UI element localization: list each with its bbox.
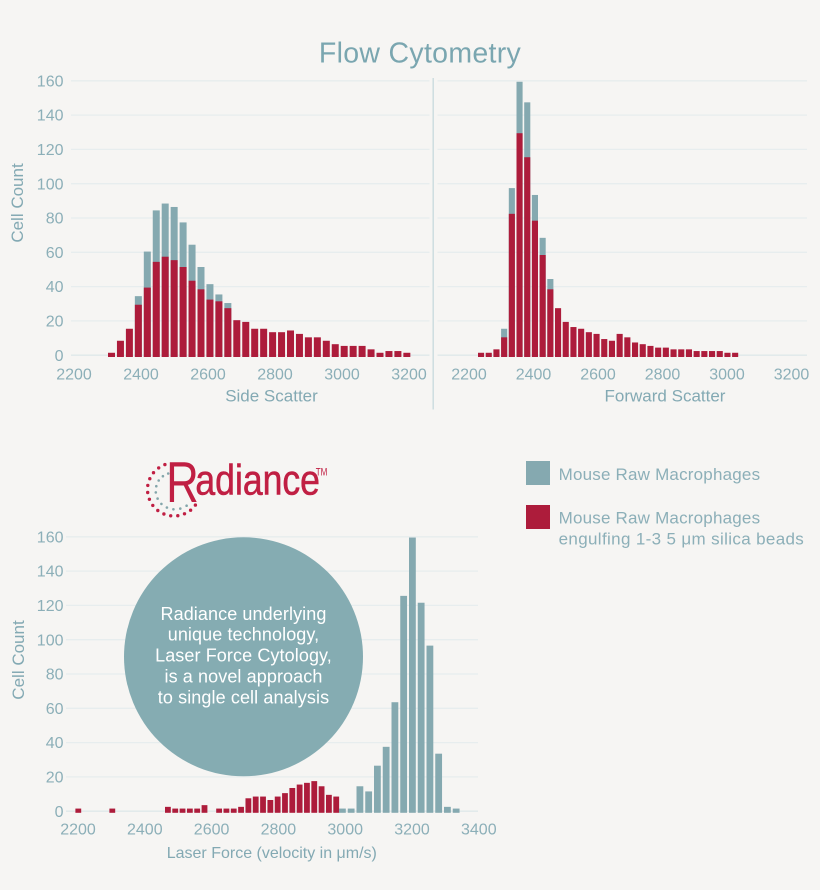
svg-text:3200: 3200 [774, 367, 810, 384]
svg-text:2600: 2600 [194, 822, 230, 839]
svg-text:140: 140 [37, 108, 64, 125]
svg-text:40: 40 [46, 279, 64, 296]
svg-text:2200: 2200 [56, 367, 92, 384]
svg-text:2600: 2600 [580, 367, 616, 384]
svg-text:2800: 2800 [257, 367, 293, 384]
svg-text:100: 100 [37, 176, 64, 193]
svg-text:engulfing 1-3 5 μm silica bead: engulfing 1-3 5 μm silica beads [559, 529, 805, 548]
svg-text:Cell Count: Cell Count [9, 620, 28, 700]
svg-text:2400: 2400 [127, 822, 163, 839]
svg-text:Laser Force (velocity in μm/s): Laser Force (velocity in μm/s) [167, 845, 377, 862]
svg-text:3400: 3400 [461, 822, 497, 839]
svg-text:unique technology,: unique technology, [168, 625, 320, 645]
svg-text:60: 60 [46, 245, 64, 262]
svg-text:3200: 3200 [391, 367, 427, 384]
svg-text:3000: 3000 [327, 822, 363, 839]
svg-text:Forward Scatter: Forward Scatter [605, 387, 726, 406]
svg-text:2400: 2400 [516, 367, 552, 384]
svg-text:2600: 2600 [190, 367, 226, 384]
svg-text:100: 100 [37, 632, 64, 649]
svg-text:20: 20 [46, 770, 64, 787]
svg-text:160: 160 [37, 529, 64, 546]
svg-text:2800: 2800 [261, 822, 297, 839]
svg-text:Mouse Raw Macrophages: Mouse Raw Macrophages [559, 508, 761, 527]
svg-text:Laser Force Cytology,: Laser Force Cytology, [155, 646, 332, 666]
svg-text:120: 120 [37, 142, 64, 159]
svg-text:80: 80 [46, 211, 64, 228]
svg-text:3200: 3200 [394, 822, 430, 839]
svg-text:0: 0 [55, 348, 64, 365]
svg-text:Side Scatter: Side Scatter [225, 387, 318, 406]
svg-text:80: 80 [46, 667, 64, 684]
svg-text:20: 20 [46, 314, 64, 331]
svg-text:160: 160 [37, 73, 64, 90]
svg-text:adiance: adiance [195, 458, 320, 505]
svg-text:Mouse Raw Macrophages: Mouse Raw Macrophages [559, 465, 761, 484]
svg-text:2800: 2800 [645, 367, 681, 384]
svg-text:Cell Count: Cell Count [8, 163, 27, 243]
svg-text:Flow Cytometry: Flow Cytometry [319, 38, 522, 70]
svg-text:TM: TM [316, 465, 328, 477]
svg-text:Radiance underlying: Radiance underlying [160, 604, 326, 624]
svg-text:40: 40 [46, 735, 64, 752]
svg-text:is a novel approach: is a novel approach [164, 667, 322, 687]
svg-text:2400: 2400 [123, 367, 159, 384]
svg-text:120: 120 [37, 598, 64, 615]
svg-text:2200: 2200 [60, 822, 96, 839]
svg-text:140: 140 [37, 564, 64, 581]
svg-text:3000: 3000 [324, 367, 360, 384]
svg-text:3000: 3000 [709, 367, 745, 384]
svg-text:2200: 2200 [451, 367, 487, 384]
svg-text:to single cell analysis: to single cell analysis [158, 687, 329, 707]
svg-text:0: 0 [55, 804, 64, 821]
svg-text:R: R [166, 450, 199, 514]
svg-text:60: 60 [46, 701, 64, 718]
